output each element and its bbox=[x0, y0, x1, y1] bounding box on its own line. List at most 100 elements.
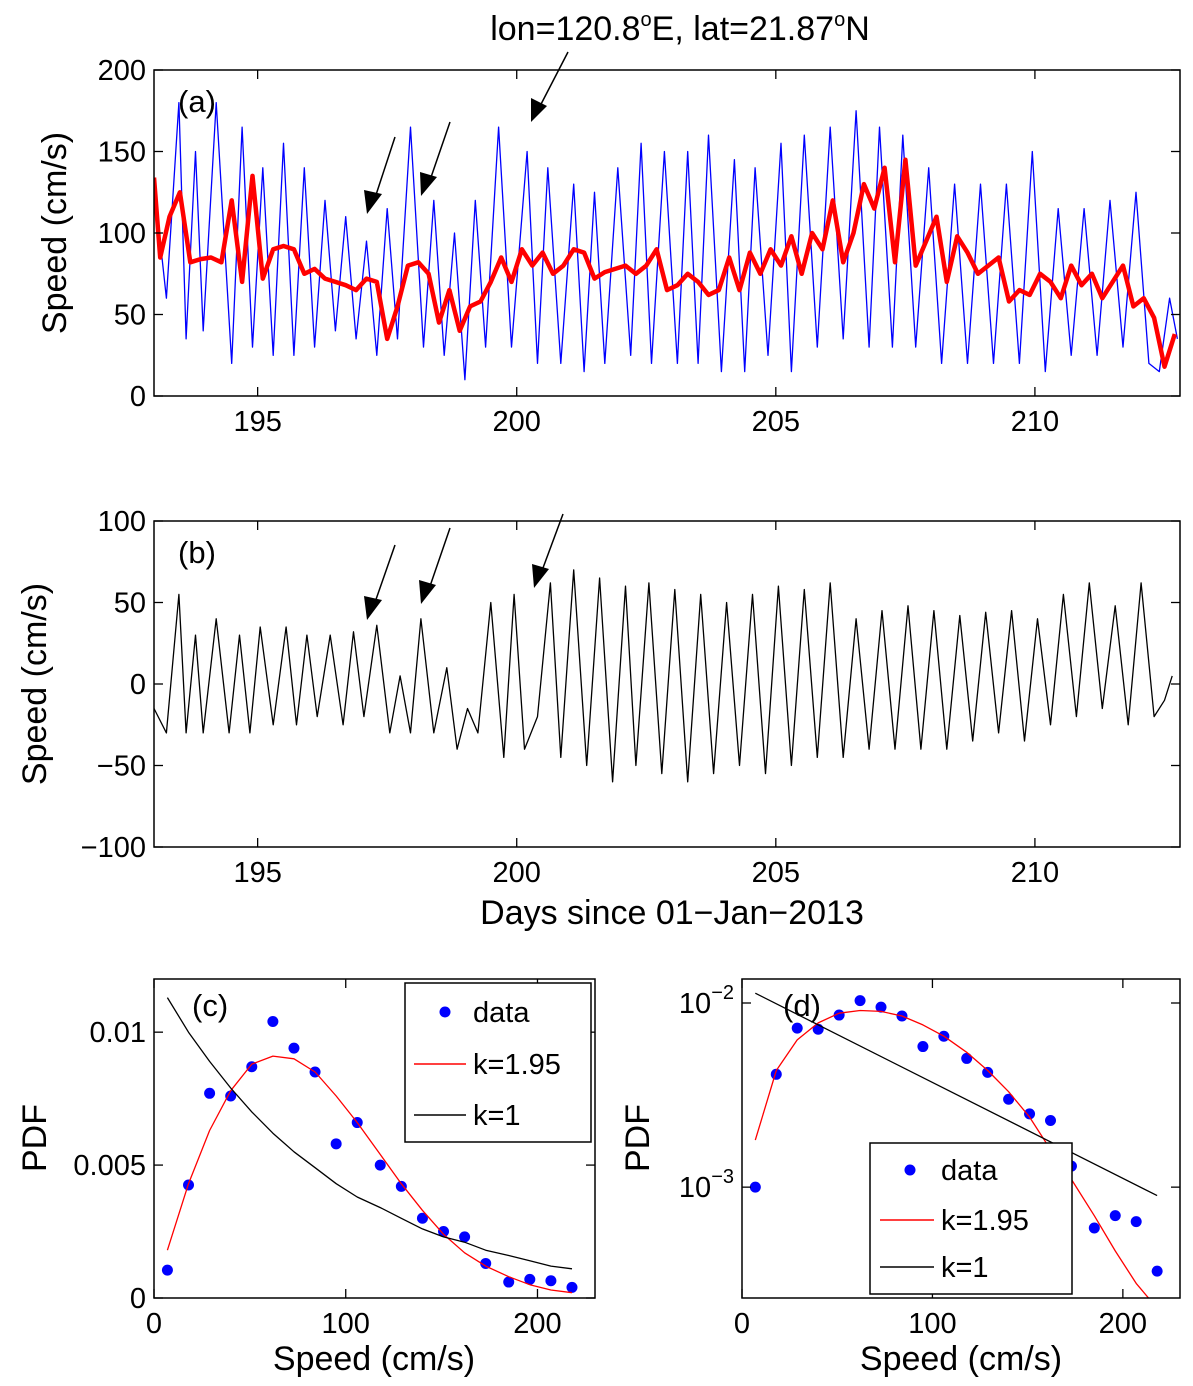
panel-c-ytick-label: 0.005 bbox=[73, 1150, 146, 1182]
panel-b-arrowhead-2 bbox=[419, 580, 436, 604]
panel-c-plot bbox=[161, 997, 578, 1294]
panel-c-label: (c) bbox=[192, 988, 228, 1023]
panel-b-xtick-label: 195 bbox=[233, 857, 281, 889]
panel-a-xtick-label: 205 bbox=[752, 406, 800, 438]
panel-d-data-point bbox=[961, 1052, 973, 1064]
panel-c-ytick-label: 0 bbox=[130, 1283, 146, 1315]
panel-b-arrowhead-1 bbox=[364, 596, 382, 620]
panel-d-ytick-label: 10−3 bbox=[679, 1166, 734, 1204]
panel-b-ylabel: Speed (cm/s) bbox=[16, 583, 54, 785]
panel-a-ytick-label: 50 bbox=[114, 300, 146, 332]
panel-c-ytick-label: 0.01 bbox=[90, 1017, 146, 1049]
panel-a-xtick-label: 200 bbox=[493, 406, 541, 438]
panel-b-xtick-label: 205 bbox=[752, 857, 800, 889]
panel-d-data-point bbox=[1045, 1115, 1057, 1127]
panel-d-legend: data k=1.95 k=1 bbox=[869, 1142, 1073, 1295]
panel-d-data-point bbox=[854, 995, 866, 1007]
panel-d-xlabel: Speed (cm/s) bbox=[860, 1340, 1062, 1378]
panel-c-data-point bbox=[225, 1090, 237, 1102]
panel-a-ytick-label: 0 bbox=[130, 381, 146, 413]
panel-d-legend-k1-label: k=1 bbox=[941, 1252, 989, 1284]
panel-b-arrow-2 bbox=[427, 527, 451, 593]
panel-b: 195 200 205 210 −100 −50 0 50 100 (b) Speed (cm/… bbox=[16, 506, 1181, 932]
panel-c-legend: data k=1.95 k=1 bbox=[404, 982, 592, 1143]
panel-b-xtick-label: 200 bbox=[493, 857, 541, 889]
panel-c-k-1-line bbox=[166, 997, 573, 1270]
panel-b-xtick-label: 210 bbox=[1011, 857, 1059, 889]
panel-a-ticks: 195 200 205 210 0 50 100 150 200 bbox=[98, 55, 1180, 438]
panel-c-data-point bbox=[330, 1138, 342, 1150]
panel-b-label: (b) bbox=[178, 535, 216, 570]
panel-d-data-point bbox=[875, 1001, 887, 1013]
panel-c: 0 100 200 0 0.005 0.01 (c) PDF Speed (cm/s) d… bbox=[16, 978, 596, 1378]
panel-c-xtick-label: 200 bbox=[513, 1308, 561, 1340]
panel-d-label: (d) bbox=[783, 988, 821, 1023]
panel-c-xtick-label: 100 bbox=[322, 1308, 370, 1340]
panel-a-label: (a) bbox=[178, 84, 216, 119]
panel-c-ylabel: PDF bbox=[16, 1104, 54, 1172]
panel-a-arrow-2 bbox=[427, 121, 451, 187]
panel-c-data-point bbox=[374, 1159, 386, 1171]
panel-d-legend-k195-label: k=1.95 bbox=[941, 1205, 1029, 1237]
panel-a-arrowhead-3 bbox=[531, 98, 547, 122]
panel-a-ytick-label: 150 bbox=[98, 137, 146, 169]
panel-a-series-1-line bbox=[154, 101, 1179, 381]
panel-d-data-point bbox=[749, 1181, 761, 1193]
panel-a-series-2-line bbox=[154, 157, 1177, 369]
panel-a-plot bbox=[154, 101, 1179, 381]
panel-c-data-point bbox=[288, 1042, 300, 1054]
panel-b-arrow-3 bbox=[539, 513, 564, 577]
panel-c-data-point bbox=[416, 1212, 428, 1224]
panel-b-xlabel: Days since 01−Jan−2013 bbox=[480, 894, 864, 932]
panel-d-k-1-line bbox=[755, 992, 1158, 1197]
panel-c-legend-k1-label: k=1 bbox=[473, 1100, 521, 1132]
panel-c-legend-data-label: data bbox=[473, 997, 530, 1029]
panel-b-axes-box bbox=[153, 520, 1181, 848]
panel-b-ytick-label: 100 bbox=[98, 506, 146, 538]
panel-a-arrowhead-1 bbox=[364, 190, 382, 214]
panel-c-data-point bbox=[267, 1016, 279, 1028]
panel-d-data-point bbox=[1088, 1222, 1100, 1234]
panel-a-ytick-label: 100 bbox=[98, 218, 146, 250]
panel-d-xtick-label: 100 bbox=[908, 1308, 956, 1340]
panel-a: 195 200 205 210 0 50 100 150 200 (a) Speed (cm/s… bbox=[36, 51, 1181, 438]
panel-d-data-point bbox=[1003, 1093, 1015, 1105]
panel-d-data-point bbox=[791, 1022, 803, 1034]
panel-b-ytick-label: 50 bbox=[114, 588, 146, 620]
panel-c-legend-data-marker bbox=[439, 1006, 451, 1018]
panel-c-legend-k195-label: k=1.95 bbox=[473, 1049, 561, 1081]
panel-c-data-point bbox=[246, 1061, 258, 1073]
panel-c-ticks: 0 100 200 0 0.005 0.01 bbox=[73, 979, 595, 1340]
panel-d-data-point bbox=[917, 1041, 929, 1053]
panel-b-arrowhead-3 bbox=[532, 564, 549, 588]
panel-b-arrow-1 bbox=[372, 544, 396, 609]
panel-d-legend-box bbox=[869, 1142, 1073, 1295]
panel-d-xtick-label: 200 bbox=[1099, 1308, 1147, 1340]
panel-d-ytick-label: 10−2 bbox=[679, 982, 734, 1020]
panel-c-k-1-95-line bbox=[166, 1055, 573, 1294]
panel-a-xtick-label: 195 bbox=[233, 406, 281, 438]
panel-c-data-point bbox=[459, 1231, 471, 1243]
panel-a-ylabel: Speed (cm/s) bbox=[36, 132, 74, 334]
panel-a-arrow-3 bbox=[537, 51, 569, 111]
panel-d-data-point bbox=[1024, 1108, 1036, 1120]
panel-c-axes-box bbox=[153, 978, 596, 1299]
panel-d-legend-data-marker bbox=[904, 1164, 916, 1176]
panel-b-ticks: 195 200 205 210 −100 −50 0 50 100 bbox=[81, 506, 1180, 889]
panel-c-data-point bbox=[480, 1257, 492, 1269]
panel-d-ylabel: PDF bbox=[619, 1104, 657, 1172]
panel-d: 0 100 200 10−3 10−2 (d) PDF Speed (cm/s) dat… bbox=[619, 978, 1181, 1378]
panel-d-xtick-label: 0 bbox=[734, 1308, 750, 1340]
panel-c-data-point bbox=[503, 1276, 515, 1288]
panel-b-ytick-label: −50 bbox=[97, 751, 146, 783]
panel-d-k-1-95-line bbox=[754, 1009, 1150, 1298]
panel-b-plot bbox=[154, 569, 1173, 783]
panel-c-data-point bbox=[161, 1264, 173, 1276]
panel-d-ticks: 0 100 200 10−3 10−2 bbox=[679, 979, 1180, 1340]
panel-a-xtick-label: 210 bbox=[1011, 406, 1059, 438]
panel-b-ytick-label: 0 bbox=[130, 669, 146, 701]
panel-c-data-point bbox=[438, 1226, 450, 1238]
panel-d-legend-data-label: data bbox=[941, 1155, 998, 1187]
panel-c-data-point bbox=[524, 1273, 536, 1285]
